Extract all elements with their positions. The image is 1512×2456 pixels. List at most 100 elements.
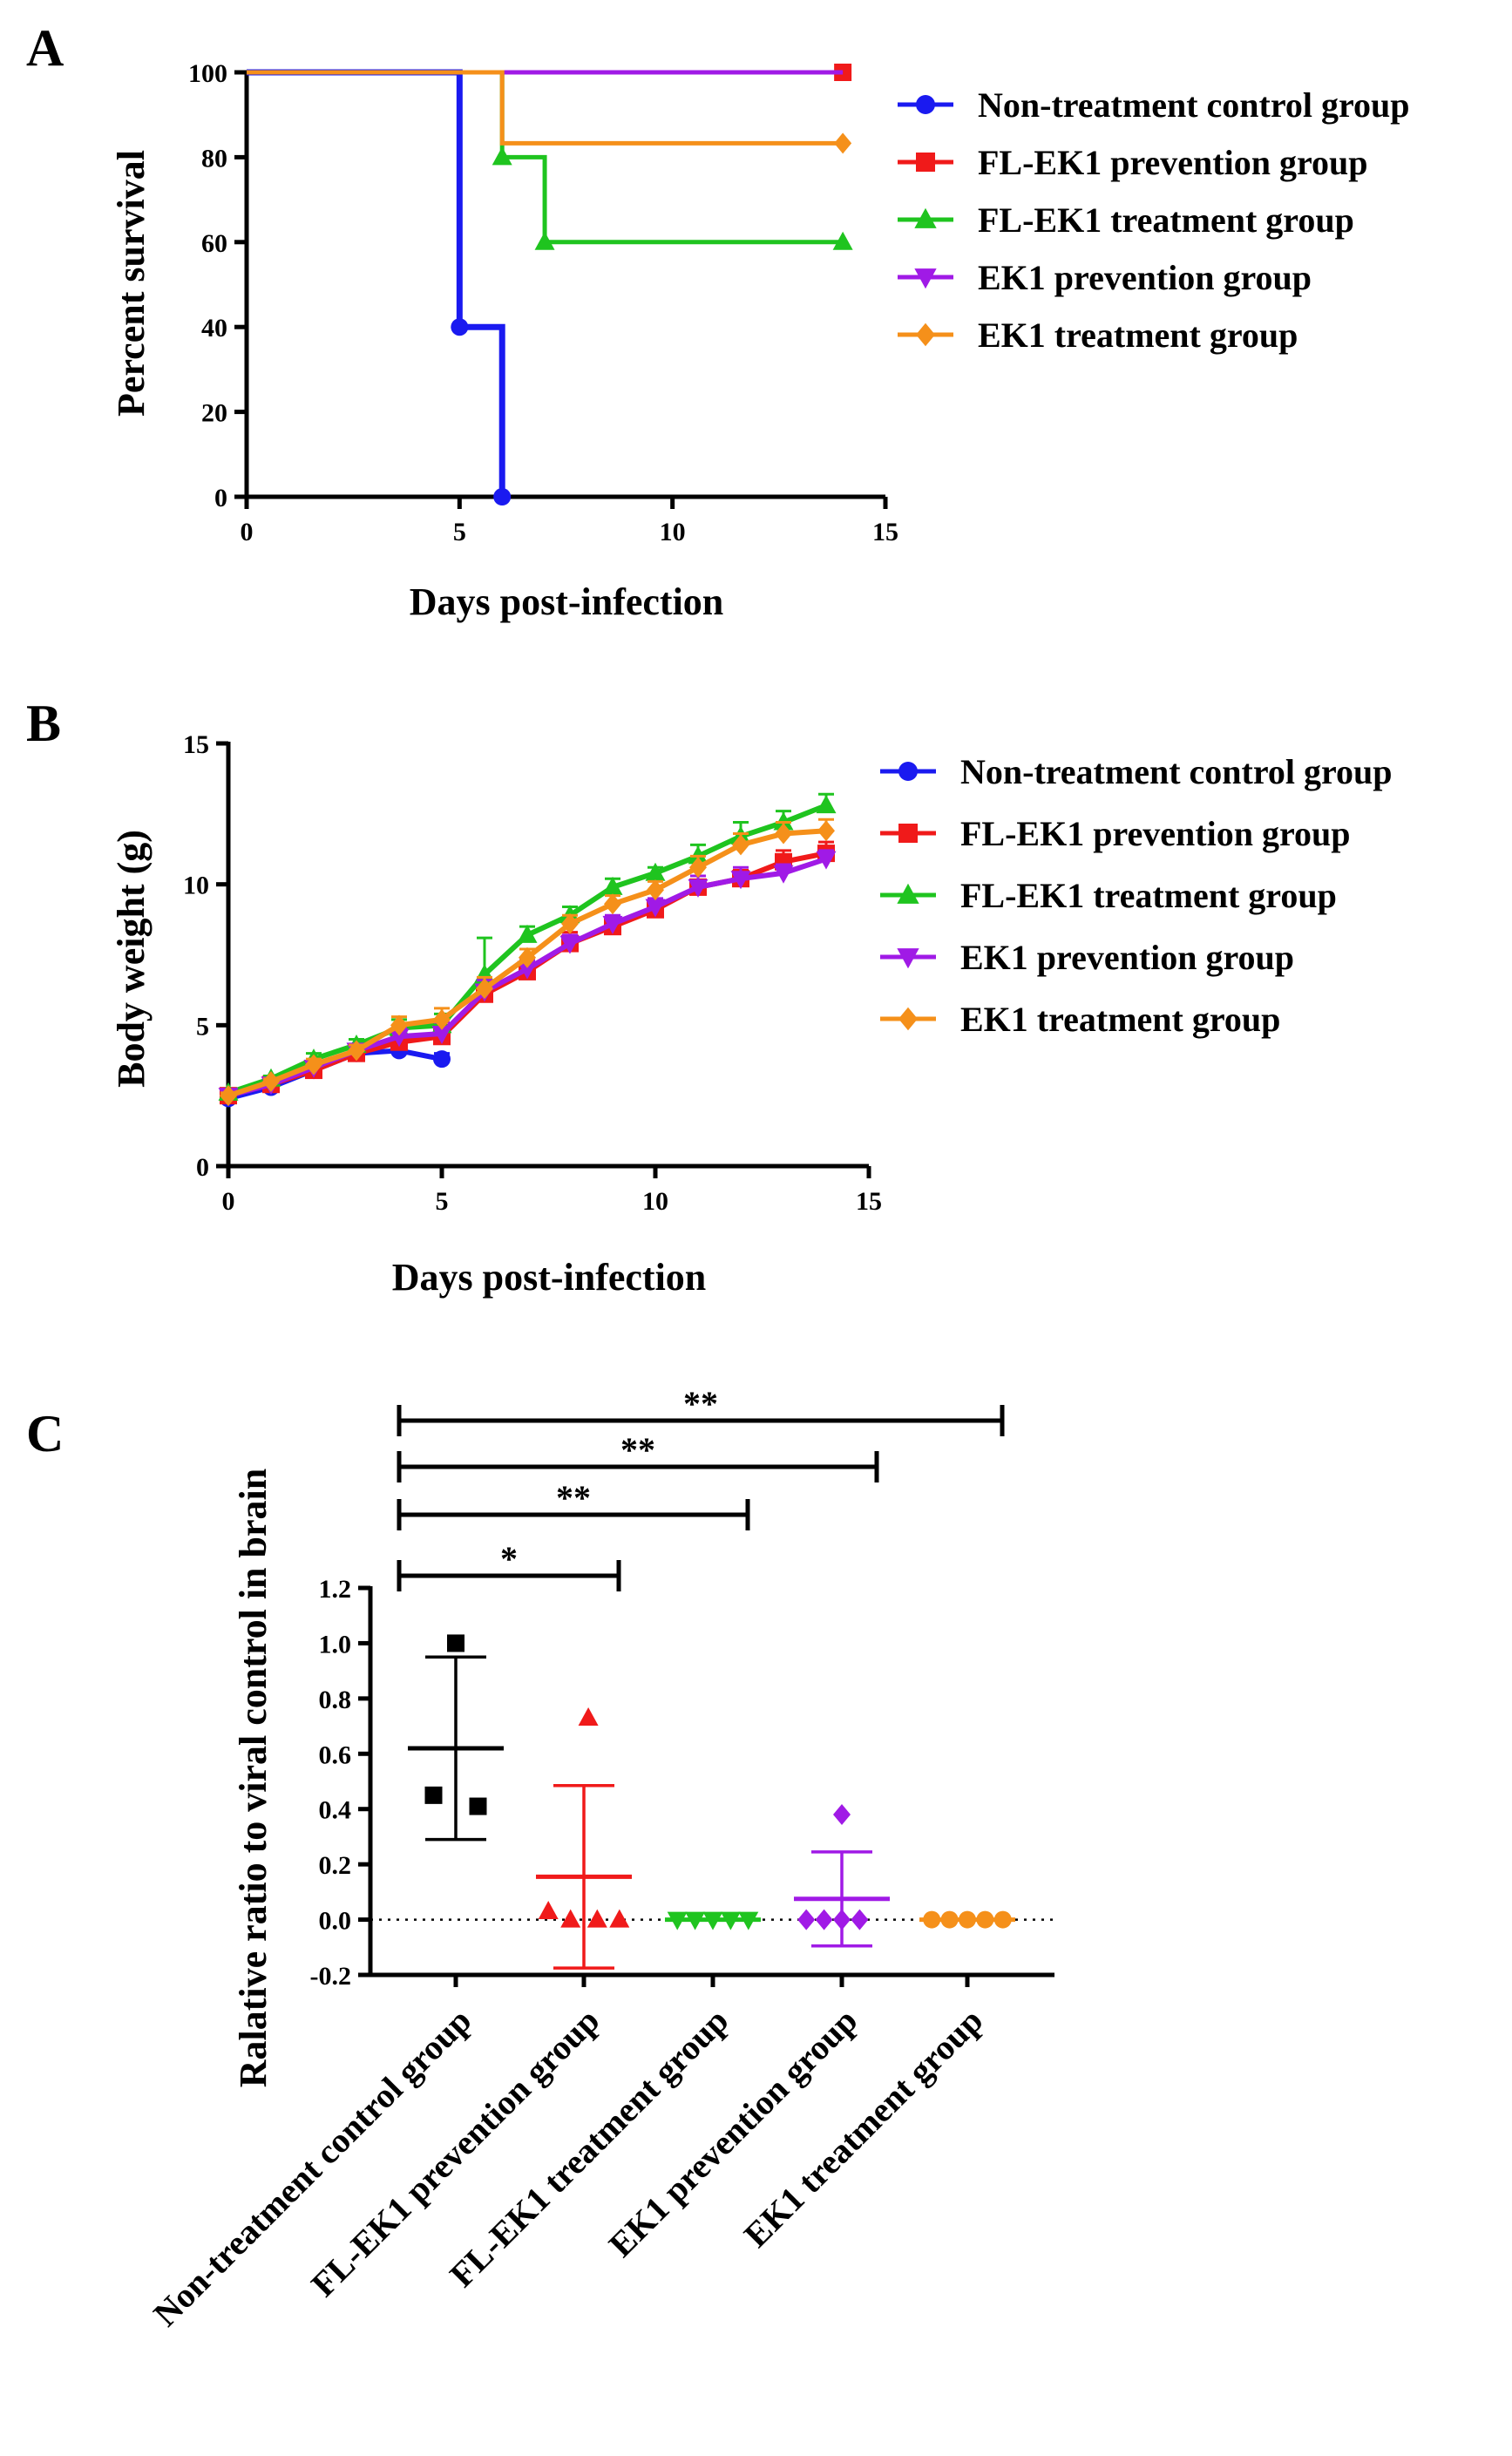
panel-b-legend-item-fl-ek1-treatment-group: FL-EK1 treatment group: [880, 876, 1337, 915]
panel-c-significance-label: **: [620, 1430, 655, 1469]
panel-c-category-label: EK1 prevention group: [601, 2001, 865, 2265]
panel-b-point: [602, 876, 623, 895]
panel-a-series-fl-ek1-treatment-group: [247, 70, 853, 250]
panel-a-legend-label: FL-EK1 treatment group: [978, 200, 1354, 240]
panel-c-significance-label: **: [683, 1384, 718, 1423]
panel-b-point: [262, 1071, 280, 1092]
panel-b-x-tick-label: 0: [222, 1187, 235, 1216]
panel-a-x-tick-label: 5: [453, 518, 466, 546]
panel-b-point: [433, 1050, 451, 1069]
panel-c-label: C: [26, 1405, 64, 1462]
panel-a-series-ek1-treatment-group: [247, 70, 852, 154]
panel-a-legend-label: Non-treatment control group: [978, 85, 1410, 125]
panel-c-y-tick-label: 0.2: [319, 1851, 352, 1880]
panel-c-category-label: EK1 treatment group: [736, 2001, 991, 2256]
panel-b-point: [389, 1028, 410, 1048]
panel-b-point: [604, 893, 621, 915]
panel-b-legend-swatch-marker: [898, 1007, 918, 1031]
panel-b-x-axis-title: Days post-infection: [392, 1256, 707, 1299]
panel-c-viral-ratio-chart: C -0.20.00.20.40.60.81.01.2Non-treatment…: [26, 1384, 1054, 2334]
panel-c-group-non-treatment-control-group: [408, 1634, 504, 1842]
panel-c-point: [586, 1909, 607, 1928]
panel-c-y-tick-label: 0.0: [319, 1907, 352, 1936]
panel-b-point: [816, 795, 837, 814]
panel-c-point: [959, 1910, 976, 1929]
panel-c-significance-label: **: [556, 1478, 591, 1517]
panel-b-legend-label: FL-EK1 treatment group: [960, 876, 1337, 915]
panel-c-point: [738, 1911, 759, 1930]
panel-a-legend-swatch-marker: [916, 95, 935, 114]
panel-a-y-tick-label: 100: [188, 59, 227, 88]
panel-b-y-tick-label: 15: [183, 730, 209, 759]
panel-c-point: [424, 1786, 443, 1804]
panel-b-point: [220, 1085, 237, 1107]
panel-b-point: [517, 924, 538, 943]
panel-b-point: [816, 851, 837, 870]
panel-b-legend-item-ek1-prevention-group: EK1 prevention group: [880, 938, 1294, 977]
panel-a-label: A: [26, 19, 64, 77]
panel-a-legend-swatch-marker: [916, 153, 935, 172]
panel-c-y-axis-title: Ralative ratio to viral control in brain: [232, 1469, 275, 2087]
panel-c-point: [538, 1901, 559, 1920]
panel-a-step-line: [247, 70, 844, 146]
panel-b-point: [773, 865, 794, 884]
panel-a-x-tick-label: 10: [660, 518, 686, 546]
panel-a-step-line: [247, 70, 844, 245]
panel-b-point: [519, 946, 536, 968]
panel-a-point: [493, 488, 512, 505]
panel-b-point: [348, 1040, 365, 1062]
panel-b-point: [559, 935, 580, 954]
panel-c-point: [560, 1909, 581, 1928]
panel-c-point: [469, 1797, 487, 1815]
panel-a-legend-label: FL-EK1 prevention group: [978, 143, 1367, 182]
panel-b-legend-label: EK1 prevention group: [960, 938, 1294, 977]
panel-c-point: [702, 1911, 723, 1930]
panel-b-point: [431, 1026, 452, 1045]
panel-b-legend-swatch-marker: [898, 824, 918, 843]
panel-c-group-ek1-treatment-group: [919, 1910, 1015, 1929]
panel-a-legend-swatch-marker: [914, 268, 937, 289]
panel-a-legend-label: EK1 prevention group: [978, 258, 1312, 297]
panel-b-legend-swatch-marker: [897, 883, 919, 904]
panel-a-y-tick-label: 0: [214, 484, 227, 512]
panel-b-x-tick-label: 5: [436, 1187, 449, 1216]
panel-c-y-tick-label: 1.2: [319, 1575, 352, 1604]
panel-b-point: [647, 879, 664, 901]
panel-c-point: [447, 1634, 464, 1652]
panel-b-point: [645, 899, 666, 918]
panel-b-y-tick-label: 10: [183, 872, 209, 900]
panel-b-point: [433, 1008, 451, 1030]
panel-a-x-axis-title: Days post-infection: [410, 580, 724, 623]
panel-a-series-non-treatment-control-group: [247, 69, 512, 505]
panel-a-plot: 0 20 40 60 80 100 0 5 10 15: [188, 59, 898, 546]
panel-b-legend-swatch-marker: [897, 948, 919, 969]
panel-b-legend-item-ek1-treatment-group: EK1 treatment group: [880, 1000, 1280, 1039]
panel-c-point: [976, 1910, 994, 1929]
panel-c-y-tick-label: 0.6: [319, 1740, 352, 1769]
panel-a-legend: Non-treatment control group FL-EK1 preven…: [898, 85, 1410, 355]
panel-c-significance-bracket: **: [397, 1384, 1005, 1436]
panel-c-point: [940, 1910, 959, 1929]
panel-a-legend-item-fl-ek1-treatment-group: FL-EK1 treatment group: [898, 200, 1354, 240]
panel-b-legend-label: Non-treatment control group: [960, 752, 1393, 791]
panel-a-y-tick-label: 60: [201, 229, 227, 258]
panel-b-y-tick-label: 0: [196, 1153, 209, 1182]
panel-c-point: [609, 1909, 630, 1928]
panel-a-point: [451, 318, 469, 336]
panel-b-legend-label: FL-EK1 prevention group: [960, 814, 1350, 853]
panel-a-legend-item-fl-ek1-prevention-group: FL-EK1 prevention group: [898, 143, 1367, 182]
panel-b-point: [561, 913, 579, 934]
panel-a-point: [534, 231, 555, 250]
panel-a-legend-item-ek1-treatment-group: EK1 treatment group: [898, 315, 1298, 355]
panel-c-point: [993, 1910, 1012, 1929]
panel-b-plot: 0 5 10 15 0 5 10 15: [183, 730, 882, 1216]
panel-b-body-weight-chart: B 0 5 10 15 0 5 10 15 Days post-infection Body …: [26, 695, 1393, 1299]
panel-a-legend-item-ek1-prevention-group: EK1 prevention group: [898, 258, 1312, 297]
panel-c-point: [578, 1707, 599, 1727]
panel-a-legend-item-non-treatment-control-group: Non-treatment control group: [898, 85, 1410, 125]
panel-c-significance-bracket: **: [397, 1478, 750, 1530]
panel-b-legend-item-fl-ek1-prevention-group: FL-EK1 prevention group: [880, 814, 1350, 853]
panel-a-legend-swatch-marker: [916, 322, 935, 347]
panel-b-y-tick-label: 5: [196, 1012, 209, 1041]
